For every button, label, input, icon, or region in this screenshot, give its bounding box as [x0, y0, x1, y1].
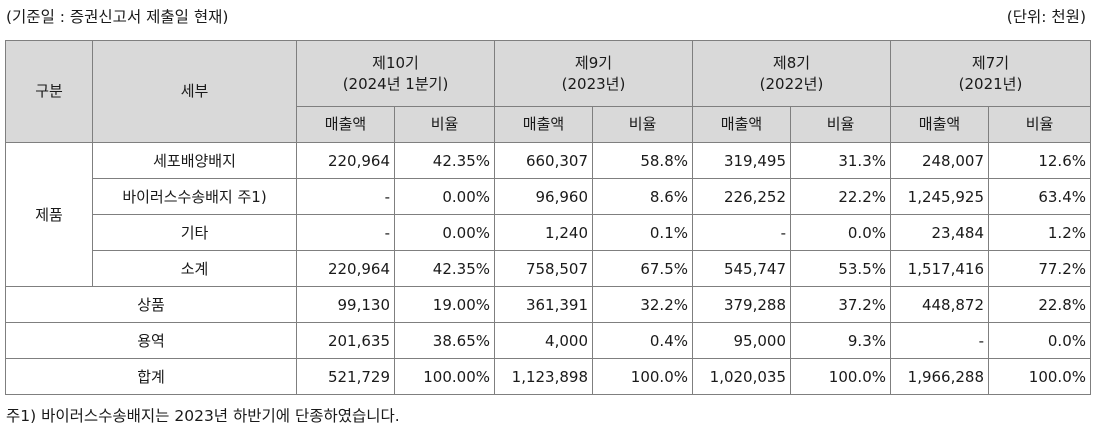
row-label: 세포배양배지 [92, 142, 297, 179]
row-label: 합계 [5, 358, 297, 395]
table-caption: (기준일 : 증권신고서 제출일 현재) [6, 8, 229, 26]
footnote: 주1) 바이러스수송배지는 2023년 하반기에 단종하였습니다. [6, 407, 400, 425]
ratio-cell: 42.35% [394, 250, 495, 287]
ratio-cell: 0.0% [988, 322, 1091, 359]
ratio-cell: 100.00% [394, 358, 495, 395]
header-ratio: 비율 [790, 106, 891, 143]
sales-cell: 96,960 [494, 178, 593, 215]
ratio-cell: 1.2% [988, 214, 1091, 251]
sales-cell: 1,517,416 [890, 250, 989, 287]
header-period-7: 제7기 (2021년) [890, 40, 1091, 107]
sales-cell: 23,484 [890, 214, 989, 251]
ratio-cell: 0.1% [592, 214, 693, 251]
table-row: 제품 세포배양배지 220,964 42.35% 660,307 58.8% 319,495… [5, 142, 1091, 287]
ratio-cell: 0.0% [790, 214, 891, 251]
sales-cell: 1,123,898 [494, 358, 593, 395]
sales-cell: 248,007 [890, 142, 989, 179]
sales-cell: 220,964 [296, 142, 395, 179]
sales-cell: 95,000 [692, 322, 791, 359]
sales-cell: 99,130 [296, 286, 395, 323]
sales-cell: 379,288 [692, 286, 791, 323]
ratio-cell: 31.3% [790, 142, 891, 179]
sales-cell: 201,635 [296, 322, 395, 359]
ratio-cell: 42.35% [394, 142, 495, 179]
ratio-cell: 0.00% [394, 214, 495, 251]
ratio-cell: 53.5% [790, 250, 891, 287]
ratio-cell: 100.0% [790, 358, 891, 395]
ratio-cell: 0.4% [592, 322, 693, 359]
header-row-1: 구분 세부 제10기 (2024년 1분기) 제9기 (2023년) 제8기 (202… [5, 40, 1091, 143]
header-period-10: 제10기 (2024년 1분기) [296, 40, 495, 107]
unit-label: (단위: 천원) [1006, 8, 1086, 26]
ratio-cell: 12.6% [988, 142, 1091, 179]
sales-table: 구분 세부 제10기 (2024년 1분기) 제9기 (2023년) 제8기 (202… [5, 40, 1091, 395]
row-label: 소계 [92, 250, 297, 287]
header-group: 구분 [5, 40, 93, 143]
ratio-cell: 9.3% [790, 322, 891, 359]
header-sales: 매출액 [890, 106, 989, 143]
table-row: 바이러스수송배지 주1) -0.00% 96,960 8.6% 226,252 22.2%… [6, 178, 1091, 215]
sales-cell: - [296, 178, 395, 215]
header-period-8: 제8기 (2022년) [692, 40, 891, 107]
sales-cell: 4,000 [494, 322, 593, 359]
sales-cell: 545,747 [692, 250, 791, 287]
table-row: 합계 521,729 100.00% 1,123,898 100.0% 1,020,035… [5, 358, 1091, 395]
header-row-2: 매출액 비율 매출액 비율 매출액 비율 매출액 비율 [6, 106, 1091, 143]
ratio-cell: 32.2% [592, 286, 693, 323]
header-sales: 매출액 [692, 106, 791, 143]
header-ratio: 비율 [592, 106, 693, 143]
table-row: 소계 220,964 42.35% 758,507 67.5% 545,747 53.5% 1… [6, 250, 1091, 287]
row-label: 용역 [5, 322, 297, 359]
ratio-cell: 8.6% [592, 178, 693, 215]
sales-cell: 521,729 [296, 358, 395, 395]
sales-cell: 226,252 [692, 178, 791, 215]
row-label: 기타 [92, 214, 297, 251]
sales-cell: 448,872 [890, 286, 989, 323]
sales-cell: 220,964 [296, 250, 395, 287]
ratio-cell: 100.0% [988, 358, 1091, 395]
sales-cell: 758,507 [494, 250, 593, 287]
header-ratio: 비율 [988, 106, 1091, 143]
table-row: 기타 -0.00% 1,240 0.1% -0.0% 23,484 1.2% [6, 214, 1091, 251]
ratio-cell: 100.0% [592, 358, 693, 395]
header-ratio: 비율 [394, 106, 495, 143]
ratio-cell: 19.00% [394, 286, 495, 323]
sales-cell: 1,240 [494, 214, 593, 251]
header-sales: 매출액 [494, 106, 593, 143]
row-label: 상품 [5, 286, 297, 323]
table-row: 상품 99,130 19.00% 361,391 32.2% 379,288 37.2% 44… [5, 286, 1091, 323]
sales-cell: 361,391 [494, 286, 593, 323]
ratio-cell: 67.5% [592, 250, 693, 287]
sales-cell: 1,966,288 [890, 358, 989, 395]
ratio-cell: 63.4% [988, 178, 1091, 215]
table-body: 제품 세포배양배지 220,964 42.35% 660,307 58.8% 319,495… [5, 142, 1091, 395]
ratio-cell: 77.2% [988, 250, 1091, 287]
ratio-cell: 22.2% [790, 178, 891, 215]
header-detail: 세부 [92, 40, 297, 143]
ratio-cell: 58.8% [592, 142, 693, 179]
ratio-cell: 37.2% [790, 286, 891, 323]
ratio-cell: 0.00% [394, 178, 495, 215]
header-sales: 매출액 [296, 106, 395, 143]
ratio-cell: 38.65% [394, 322, 495, 359]
sales-cell: 1,245,925 [890, 178, 989, 215]
ratio-cell: 22.8% [988, 286, 1091, 323]
sales-cell: 660,307 [494, 142, 593, 179]
table-row: 용역 201,635 38.65% 4,000 0.4% 95,000 9.3% -0.0% [5, 322, 1091, 359]
header-period-9: 제9기 (2023년) [494, 40, 693, 107]
sales-cell: - [296, 214, 395, 251]
row-label: 바이러스수송배지 주1) [92, 178, 297, 215]
sales-cell: - [692, 214, 791, 251]
sales-cell: 319,495 [692, 142, 791, 179]
group-label-product: 제품 [5, 142, 93, 287]
sales-cell: - [890, 322, 989, 359]
sales-cell: 1,020,035 [692, 358, 791, 395]
